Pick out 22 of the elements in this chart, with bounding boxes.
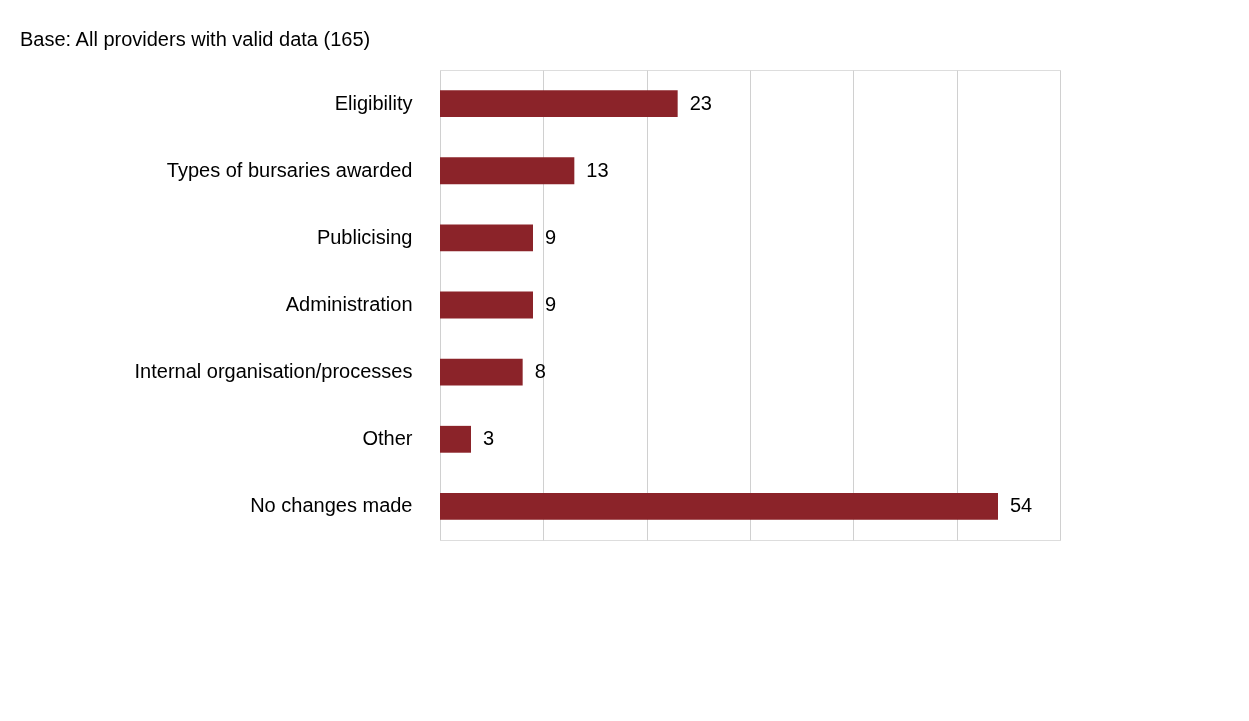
bar [440,358,523,386]
y-tick-label: Publicising [316,225,413,248]
data-label: 23 [689,91,712,114]
bar [440,224,533,252]
text: Base: All providers with valid data (165) [20,28,371,50]
bar [440,493,998,520]
y-tick-label: Other [362,427,413,450]
bar [440,291,533,319]
y-tick-label: Internal organisation/processes [134,360,413,383]
bar [440,90,678,117]
data-label: 8 [534,360,546,383]
data-label: 54 [1010,494,1033,517]
data-label: 9 [545,225,557,248]
data-label: 9 [545,293,557,315]
y-tick-label: Types of bursaries awarded [166,158,413,181]
y-tick-label: No changes made [250,494,413,517]
y-tick-label: Eligibility [334,91,413,114]
data-label: 13 [586,158,609,181]
bar [440,157,575,185]
bar [440,425,471,453]
y-tick-label: Administration [285,293,413,315]
data-label: 3 [483,427,495,450]
